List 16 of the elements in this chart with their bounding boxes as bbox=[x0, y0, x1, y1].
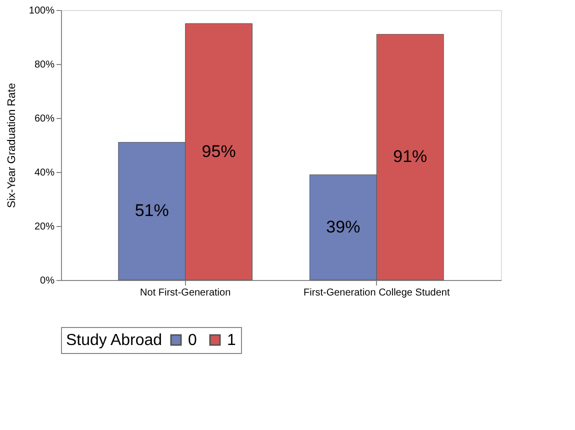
y-tick-label: 60% bbox=[34, 114, 55, 124]
x-tick-label: Not First-Generation bbox=[140, 288, 231, 298]
legend-title: Study Abroad bbox=[66, 332, 162, 349]
x-tick-label: First-Generation College Student bbox=[304, 288, 450, 298]
y-tick-label: 100% bbox=[28, 6, 55, 16]
legend-label: 0 bbox=[188, 332, 197, 349]
data-label: 91% bbox=[393, 147, 428, 166]
data-label: 95% bbox=[202, 142, 236, 161]
data-label: 39% bbox=[326, 217, 360, 236]
y-tick-label: 20% bbox=[34, 222, 55, 232]
data-label: 51% bbox=[134, 201, 169, 220]
y-tick-label: 80% bbox=[34, 60, 55, 70]
y-tick-label: 0% bbox=[40, 276, 55, 286]
y-tick-label: 40% bbox=[34, 168, 55, 178]
legend-label: 1 bbox=[227, 332, 236, 349]
y-axis-title: Six-Year Graduation Rate bbox=[6, 83, 18, 208]
